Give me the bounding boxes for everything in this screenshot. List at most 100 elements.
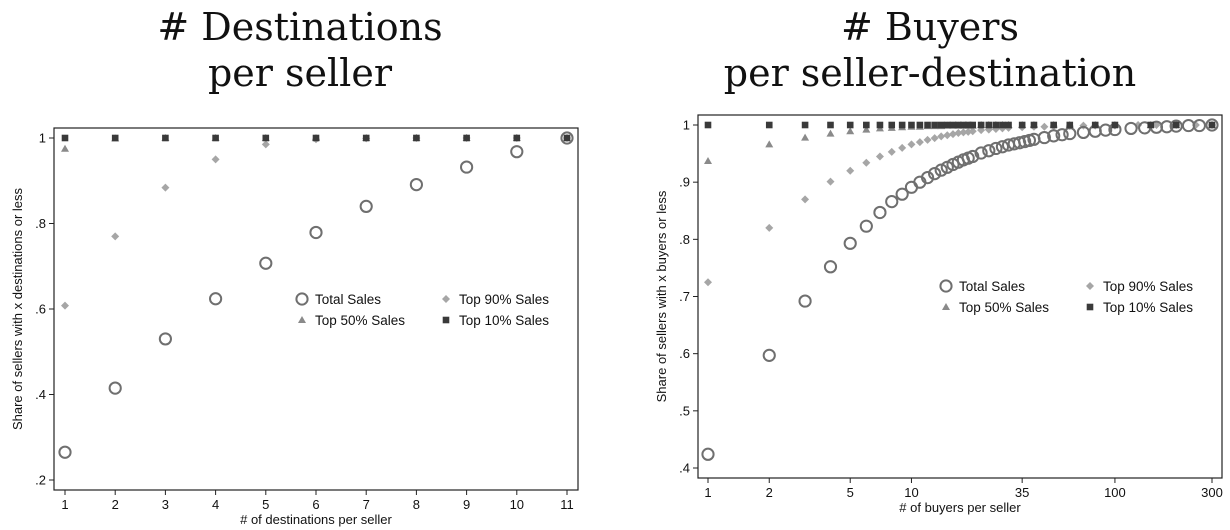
data-point [846, 127, 855, 135]
data-point [888, 121, 896, 129]
data-point [560, 131, 574, 145]
data-point [875, 152, 884, 161]
x-tick-label: 8 [413, 497, 420, 512]
data-point [923, 135, 932, 144]
data-point [798, 294, 812, 308]
x-tick-label: 10 [510, 497, 524, 512]
data-point [876, 121, 884, 129]
data-point [977, 121, 985, 129]
legend-marker [942, 303, 950, 310]
x-tick-label: 3 [162, 497, 169, 512]
legend-label: Top 90% Sales [1103, 279, 1193, 294]
data-point [211, 155, 220, 164]
chart-2-legend: Total Sales Top 90% Sales Top 50% Sales Top… [939, 279, 1193, 315]
data-point [982, 144, 996, 158]
x-tick-label: 6 [312, 497, 319, 512]
x-tick-label: 35 [1015, 485, 1029, 500]
right-subtitle-line: per seller-destination [723, 51, 1137, 95]
x-tick-label: 2 [766, 485, 773, 500]
data-point [954, 129, 963, 138]
y-tick-label: .7 [679, 289, 690, 304]
data-point [1208, 121, 1216, 129]
data-point [510, 145, 524, 159]
left-subtitle-line: per seller [207, 51, 392, 95]
data-point [959, 128, 968, 137]
data-point [1205, 118, 1219, 132]
x-tick-label: 1 [61, 497, 68, 512]
data-point [209, 292, 223, 306]
data-point [846, 121, 854, 129]
data-point [969, 121, 977, 129]
legend-label: Top 90% Sales [459, 292, 549, 307]
x-tick-label: 5 [262, 497, 269, 512]
data-point [61, 144, 69, 152]
data-point [704, 278, 712, 287]
data-point [801, 133, 810, 141]
x-tick-label: 11 [560, 497, 574, 512]
x-tick-label: 300 [1201, 485, 1223, 500]
data-point [359, 199, 373, 213]
data-point [916, 121, 924, 129]
left-panel-title: # Destinations per seller [0, 4, 600, 96]
data-point [765, 140, 774, 148]
y-tick-label: .4 [35, 387, 46, 402]
series-total-sales [58, 131, 574, 459]
legend-marker [1086, 303, 1094, 311]
data-point [859, 219, 873, 233]
data-point [1030, 121, 1038, 129]
data-point [873, 205, 887, 220]
data-point [1111, 121, 1119, 129]
data-point [966, 149, 980, 164]
y-tick-label: .4 [679, 461, 690, 476]
data-point [846, 166, 855, 175]
right-title-line: # Buyers [841, 5, 1019, 49]
data-point [309, 225, 323, 240]
data-point [999, 121, 1006, 129]
data-point [704, 121, 712, 129]
data-point [762, 348, 776, 362]
x-tick-label: 4 [212, 497, 219, 512]
legend-label: Top 10% Sales [1103, 300, 1193, 315]
chart-1-y-axis-label: Share of sellers with x destinations or … [10, 187, 25, 430]
y-tick-label: .5 [679, 403, 690, 418]
x-tick-label: 7 [363, 497, 370, 512]
x-tick-label: 2 [112, 497, 119, 512]
y-tick-label: .6 [679, 346, 690, 361]
data-point [701, 447, 715, 461]
data-point [843, 236, 857, 250]
data-point [261, 140, 270, 149]
legend-label: Top 10% Sales [459, 313, 549, 328]
data-point [949, 121, 957, 129]
data-point [934, 163, 948, 177]
data-point [928, 166, 942, 181]
legend-label: Total Sales [315, 292, 381, 307]
data-point [1050, 121, 1057, 129]
x-tick-label: 1 [704, 485, 711, 500]
data-point [1055, 128, 1069, 142]
data-point [1079, 121, 1088, 130]
data-point [943, 131, 952, 140]
data-point [111, 134, 119, 142]
data-point [158, 332, 172, 346]
data-point [920, 170, 935, 185]
data-point [898, 143, 907, 152]
series-top-10-sales [704, 121, 1216, 129]
legend-label: Top 50% Sales [959, 300, 1049, 315]
data-point [995, 140, 1010, 154]
data-point [413, 134, 420, 142]
data-point [931, 121, 938, 129]
data-point [1018, 121, 1026, 129]
data-point [61, 134, 69, 142]
data-point [212, 134, 219, 142]
data-point [885, 195, 899, 209]
data-point [262, 134, 270, 142]
data-point [823, 260, 838, 274]
data-point [1160, 120, 1174, 134]
data-point [704, 157, 712, 165]
y-tick-label: 1 [39, 131, 46, 146]
legend-marker [939, 279, 953, 293]
data-point [924, 121, 931, 129]
data-point [964, 121, 972, 129]
chart-2-y-axis-label: Share of sellers with x buyers or less [654, 190, 669, 402]
